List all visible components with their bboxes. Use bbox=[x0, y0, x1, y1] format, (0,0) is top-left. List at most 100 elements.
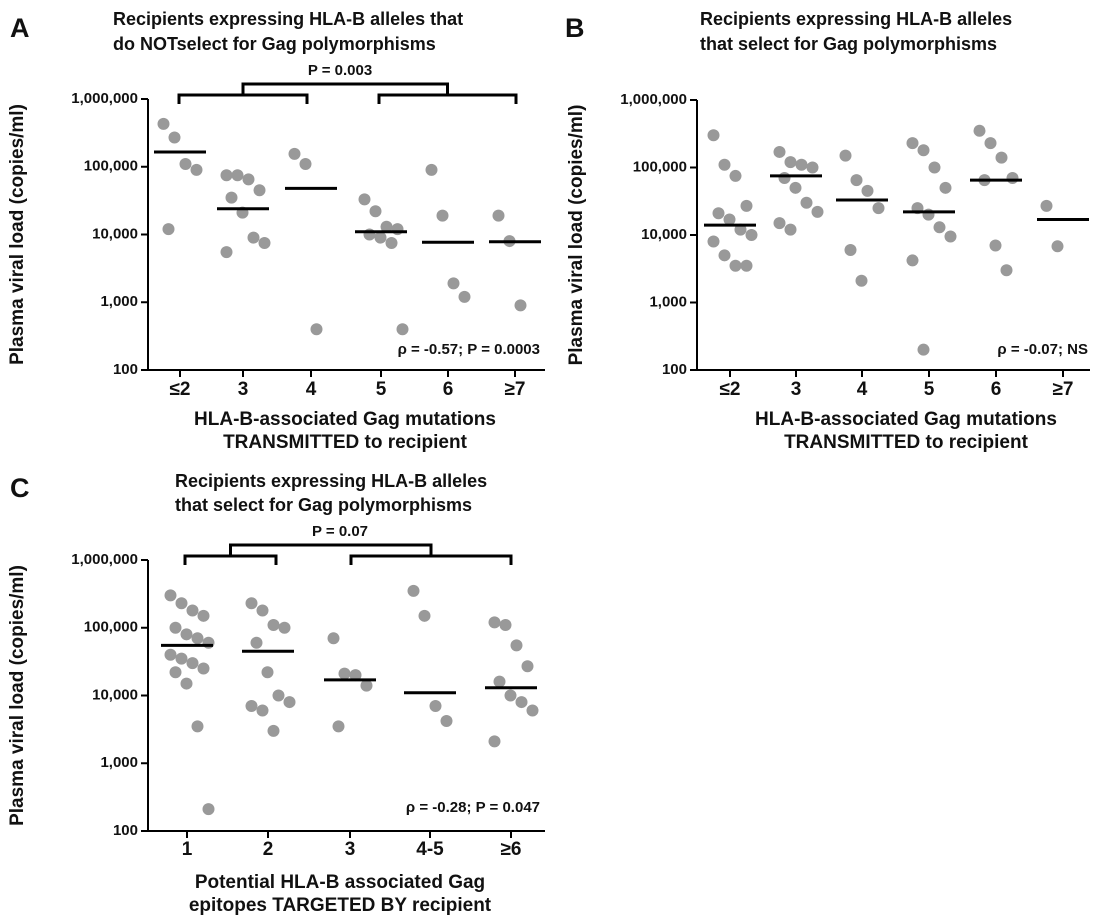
panel: A Recipients expressing HLA-B alleles tha… bbox=[7, 9, 545, 453]
bracket bbox=[183, 554, 278, 565]
x-axis-label: TRANSMITTED to recipient bbox=[784, 432, 1029, 453]
panel-letter: C bbox=[10, 473, 30, 503]
x-axis-label: epitopes TARGETED BY recipient bbox=[189, 895, 492, 916]
comparison-label: P = 0.07 bbox=[312, 523, 368, 540]
x-tick-label: 2 bbox=[263, 839, 274, 860]
data-point bbox=[784, 156, 797, 169]
y-tick-label: 1,000,000 bbox=[620, 91, 687, 108]
data-point bbox=[278, 621, 291, 634]
data-point bbox=[515, 696, 528, 709]
data-point bbox=[504, 689, 517, 702]
data-point bbox=[169, 666, 182, 679]
data-point bbox=[157, 117, 170, 130]
data-point bbox=[488, 616, 501, 629]
data-point bbox=[418, 609, 431, 622]
data-point bbox=[811, 205, 824, 218]
data-point bbox=[773, 145, 786, 158]
y-tick-label: 100,000 bbox=[633, 158, 687, 175]
x-tick-label: 4-5 bbox=[416, 839, 444, 860]
data-point bbox=[521, 660, 534, 673]
data-point bbox=[784, 223, 797, 236]
data-point bbox=[734, 223, 747, 236]
data-point bbox=[256, 704, 269, 717]
data-point bbox=[1000, 264, 1013, 277]
data-point bbox=[995, 151, 1008, 164]
data-point bbox=[944, 230, 957, 243]
x-tick-label: ≥7 bbox=[1053, 379, 1074, 400]
data-point bbox=[844, 243, 857, 256]
data-point bbox=[429, 699, 442, 712]
data-point bbox=[933, 221, 946, 234]
x-axis-label: TRANSMITTED to recipient bbox=[223, 432, 468, 453]
data-point bbox=[380, 220, 393, 233]
data-point bbox=[514, 299, 527, 312]
data-point bbox=[723, 213, 736, 226]
data-point bbox=[253, 184, 266, 197]
data-point bbox=[407, 584, 420, 597]
x-axis-label: HLA-B-associated Gag mutations bbox=[755, 409, 1057, 430]
data-point bbox=[1040, 199, 1053, 212]
data-point bbox=[220, 169, 233, 182]
bracket bbox=[377, 93, 518, 104]
data-point bbox=[1006, 171, 1019, 184]
data-point bbox=[989, 239, 1002, 252]
x-axis-label: HLA-B-associated Gag mutations bbox=[194, 409, 496, 430]
panel-letter: B bbox=[565, 13, 585, 43]
data-point bbox=[789, 181, 802, 194]
data-point bbox=[190, 163, 203, 176]
data-point bbox=[245, 699, 258, 712]
y-tick-label: 1,000,000 bbox=[71, 551, 138, 568]
x-tick-label: ≥6 bbox=[501, 839, 522, 860]
y-tick-label: 1,000,000 bbox=[71, 90, 138, 107]
data-point bbox=[447, 277, 460, 290]
data-point bbox=[288, 147, 301, 160]
data-point bbox=[973, 124, 986, 137]
y-tick-label: 1,000 bbox=[100, 293, 138, 310]
data-point bbox=[488, 735, 501, 748]
data-point bbox=[283, 696, 296, 709]
data-point bbox=[906, 137, 919, 150]
data-point bbox=[745, 229, 758, 241]
annotation: ρ = -0.28; P = 0.047 bbox=[406, 799, 540, 816]
data-point bbox=[267, 724, 280, 737]
data-point bbox=[492, 209, 505, 222]
y-tick-label: 10,000 bbox=[641, 226, 687, 243]
x-tick-label: 4 bbox=[306, 379, 317, 400]
data-point bbox=[718, 249, 731, 262]
y-tick-label: 1,000 bbox=[100, 754, 138, 771]
x-tick-label: 3 bbox=[238, 379, 249, 400]
chart-title: do NOTselect for Gag polymorphisms bbox=[113, 34, 436, 54]
y-axis-label: Plasma viral load (copies/ml) bbox=[7, 565, 28, 826]
y-tick-label: 10,000 bbox=[92, 225, 138, 242]
data-point bbox=[267, 618, 280, 631]
data-point bbox=[332, 720, 345, 733]
data-point bbox=[225, 191, 238, 204]
data-point bbox=[191, 632, 204, 645]
data-point bbox=[396, 323, 409, 336]
x-tick-label: 1 bbox=[182, 839, 193, 860]
chart-title: Recipients expressing HLA-B alleles bbox=[175, 471, 487, 491]
x-tick-label: 3 bbox=[791, 379, 802, 400]
data-point bbox=[191, 720, 204, 733]
data-point bbox=[773, 217, 786, 230]
data-point bbox=[425, 163, 438, 176]
data-point bbox=[707, 235, 720, 248]
bracket bbox=[229, 543, 433, 556]
data-point bbox=[729, 259, 742, 272]
y-tick-label: 100 bbox=[662, 361, 687, 378]
x-tick-label: 3 bbox=[345, 839, 356, 860]
data-point bbox=[247, 231, 260, 244]
data-point bbox=[202, 636, 215, 649]
data-point bbox=[740, 199, 753, 212]
data-point bbox=[258, 236, 271, 249]
data-point bbox=[250, 636, 263, 649]
data-point bbox=[440, 715, 453, 728]
data-point bbox=[861, 184, 874, 197]
data-point bbox=[458, 290, 471, 303]
data-point bbox=[778, 171, 791, 184]
bracket bbox=[177, 93, 309, 104]
data-point bbox=[175, 652, 188, 665]
y-tick-label: 10,000 bbox=[92, 686, 138, 703]
y-axis-label: Plasma viral load (copies/ml) bbox=[566, 105, 587, 366]
